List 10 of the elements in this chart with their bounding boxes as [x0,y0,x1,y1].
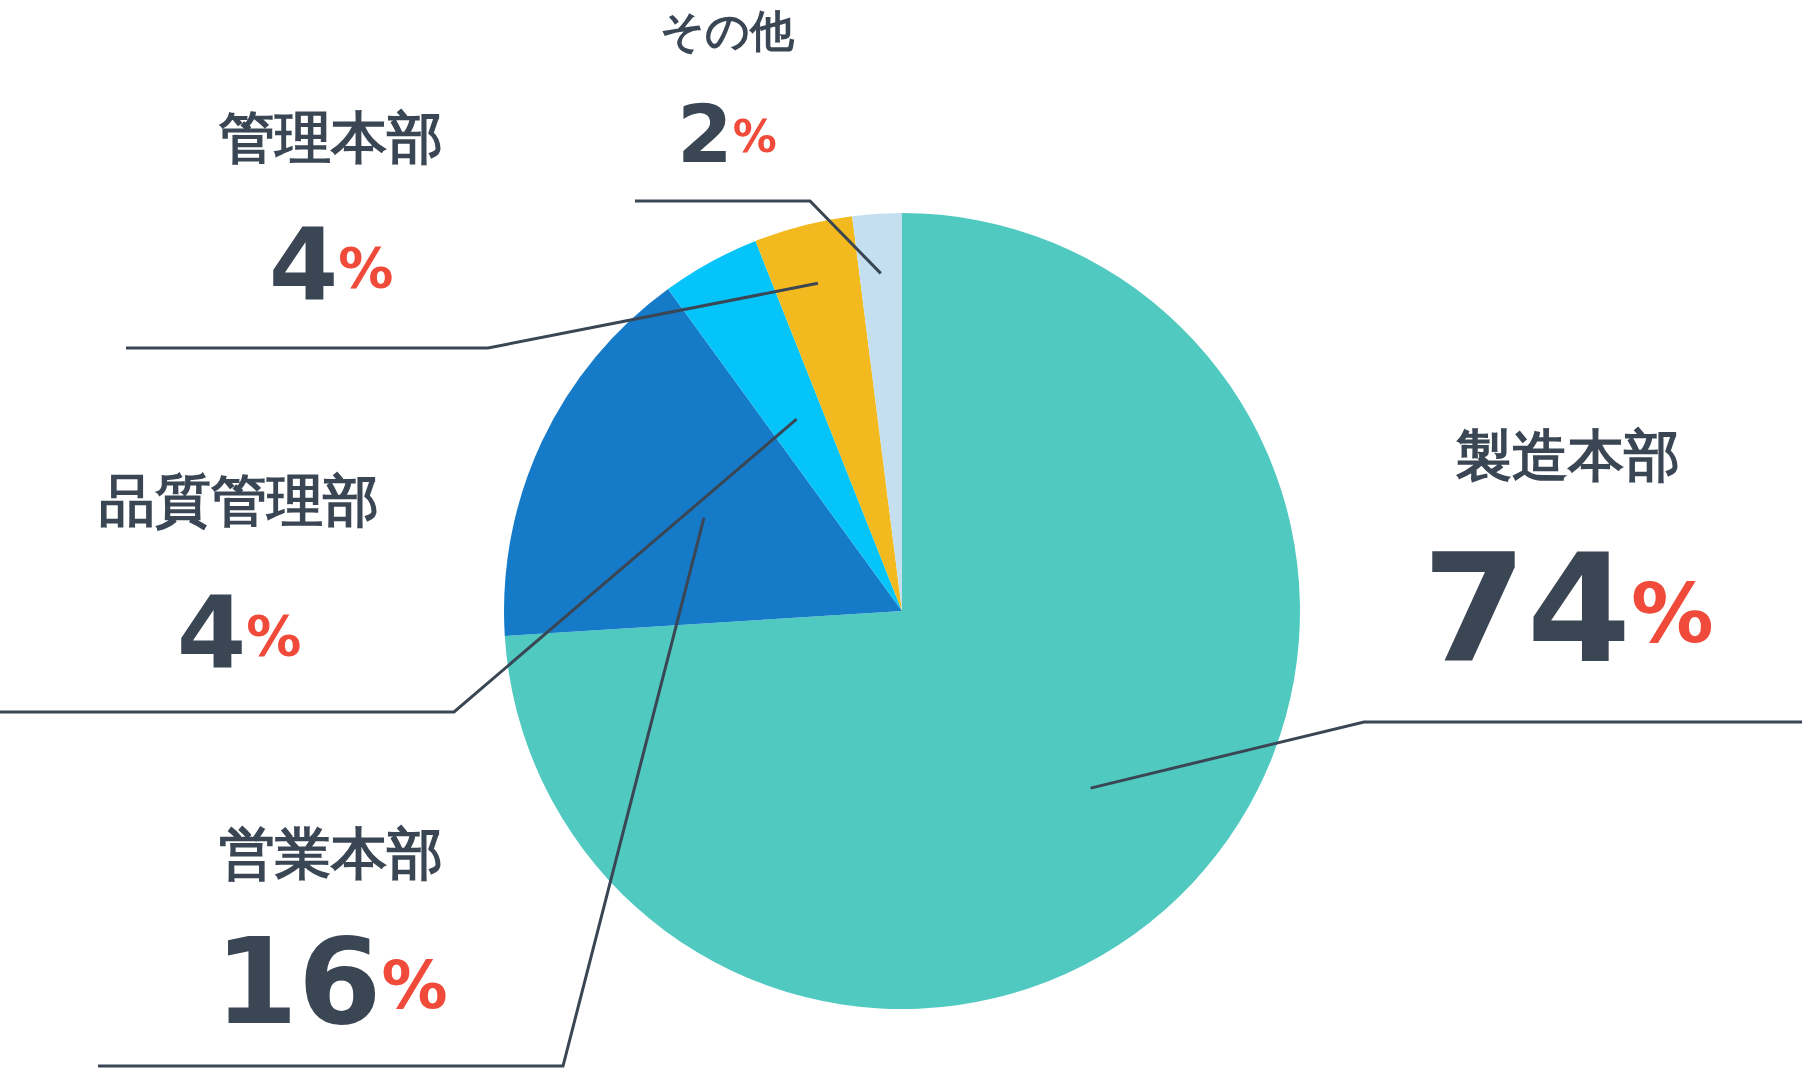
slice-label: 品質管理部 [99,468,379,534]
slice-label: 製造本部 [1455,423,1680,489]
data-label: 2% [677,87,777,181]
slice-label: 営業本部 [219,821,443,887]
data-label: 4% [268,206,394,324]
data-label: 16% [214,911,448,1051]
data-label: 74% [1422,522,1714,697]
data-label: 4% [176,574,302,692]
slice-label: その他 [660,5,795,56]
slice-label: 管理本部 [218,105,443,171]
